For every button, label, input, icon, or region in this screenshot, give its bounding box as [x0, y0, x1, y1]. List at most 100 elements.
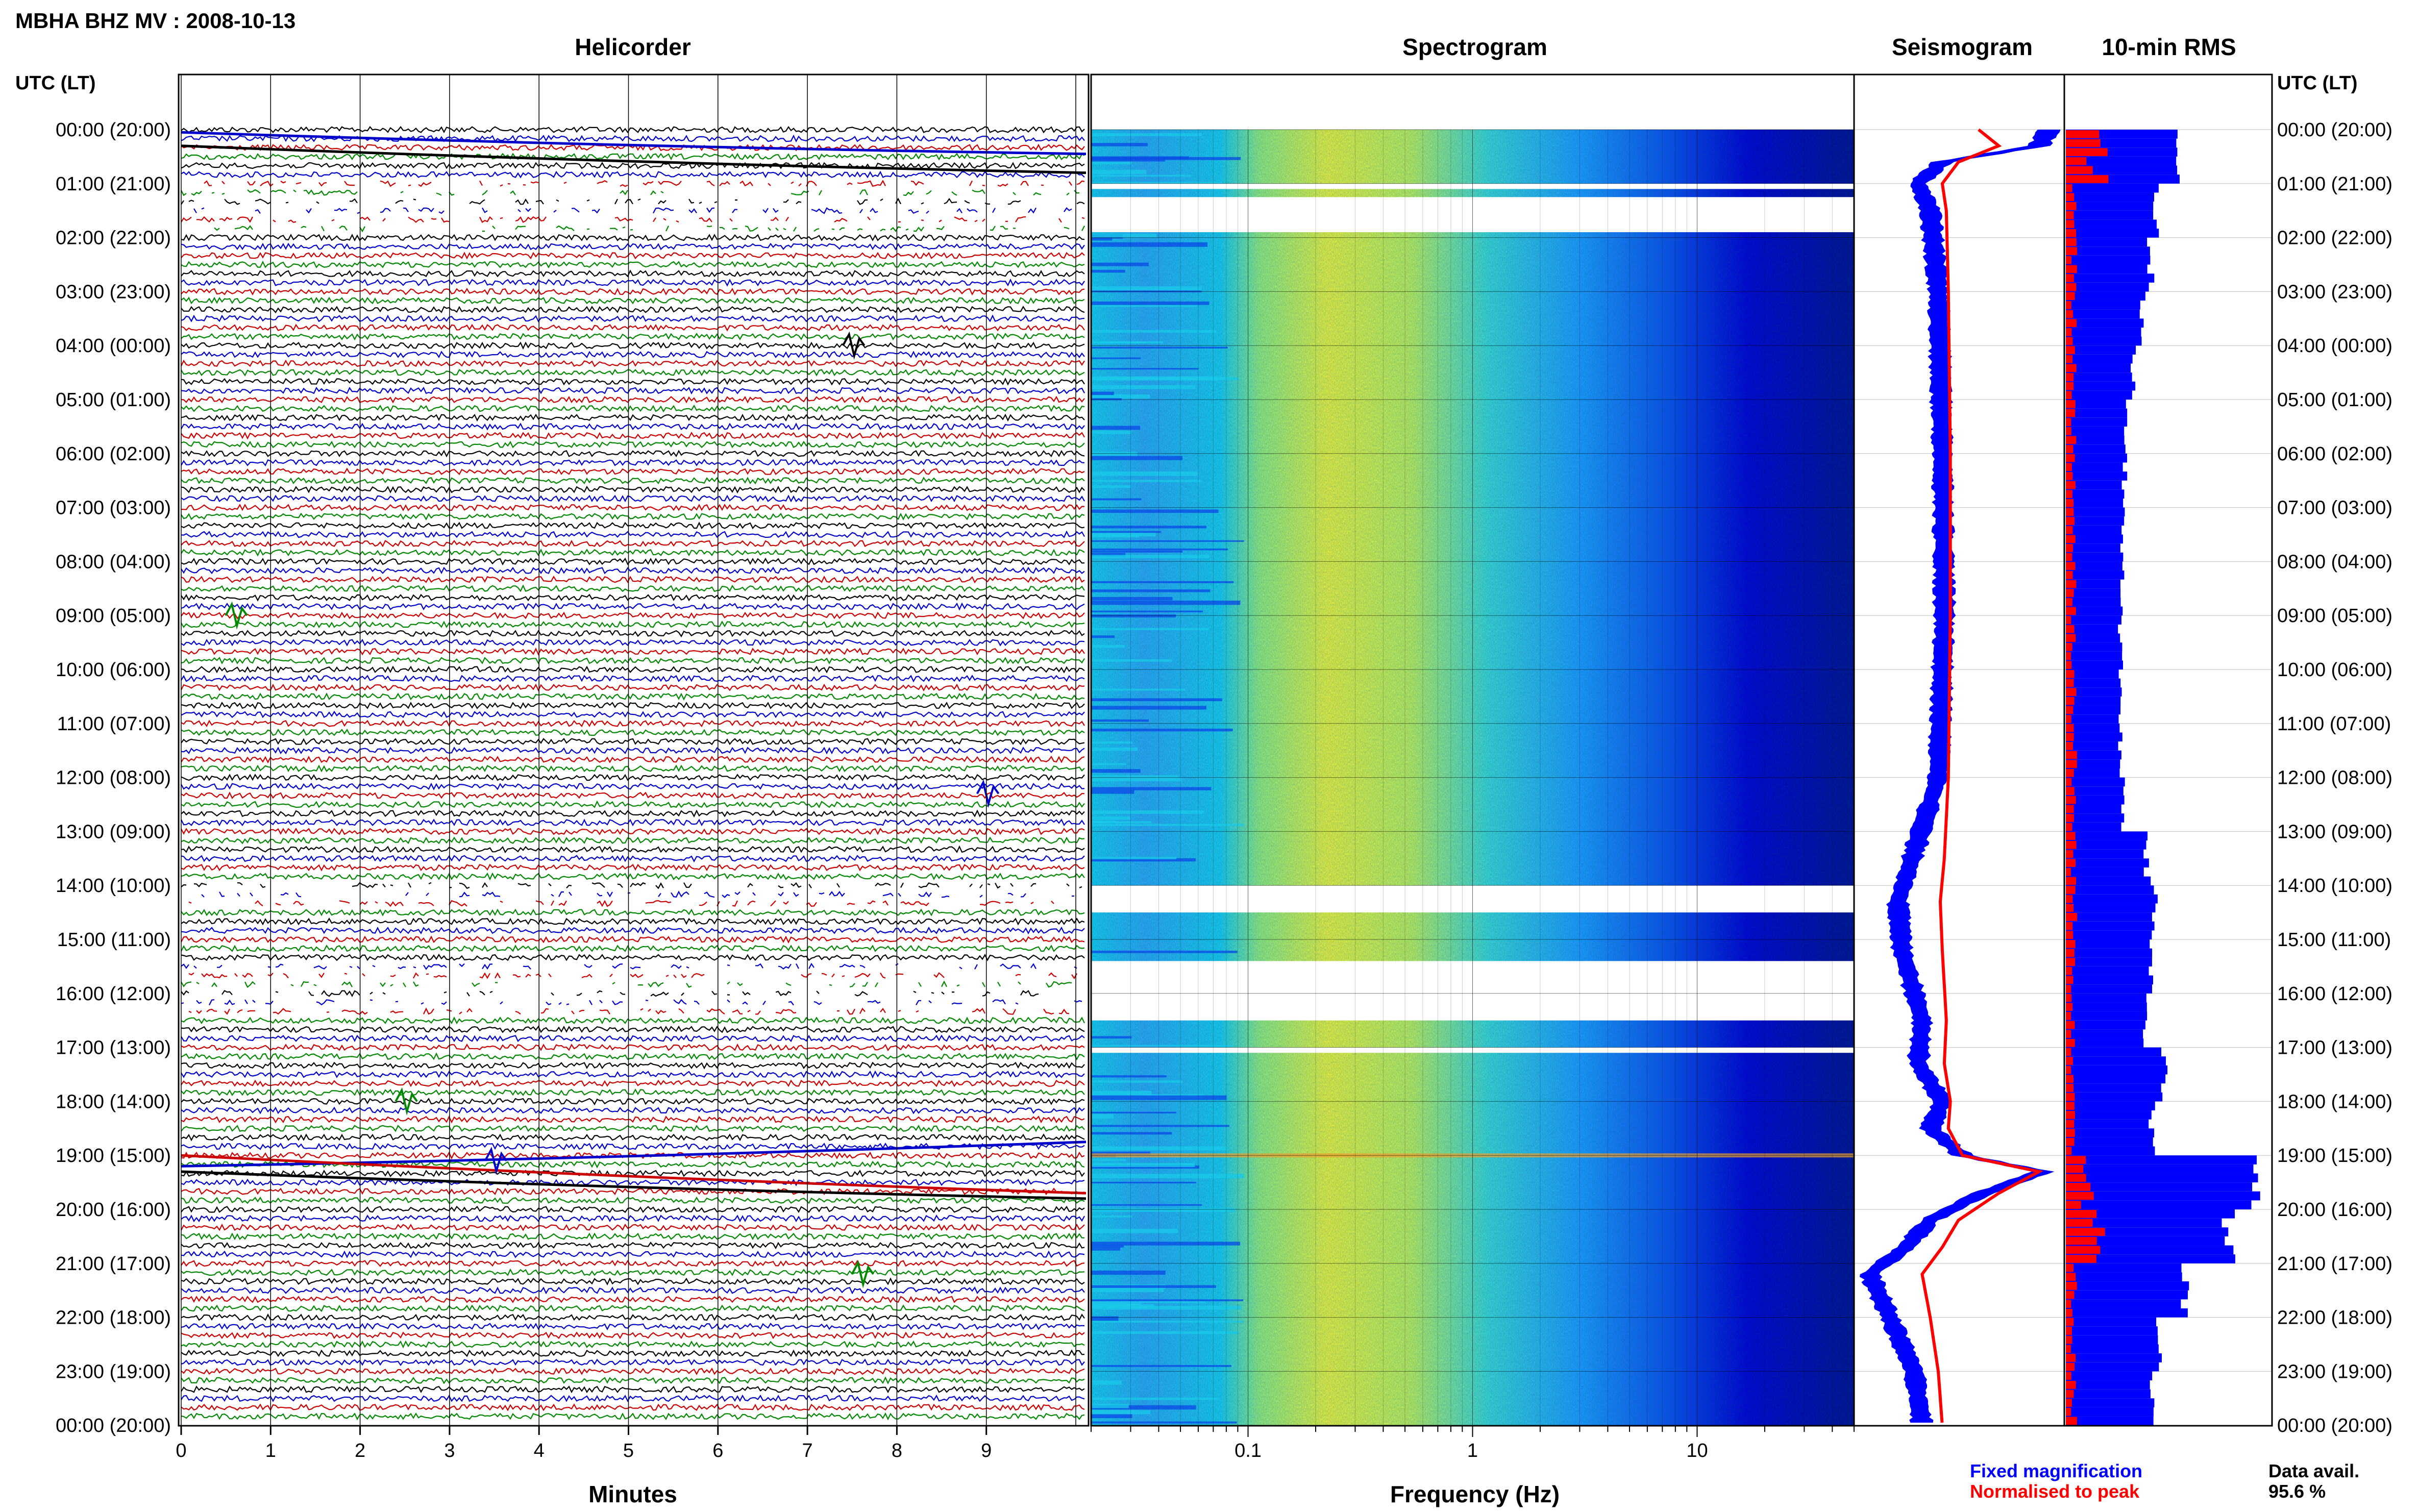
- rms-bar-normalised: [2066, 1291, 2075, 1299]
- rms-bar-normalised: [2066, 1012, 2071, 1020]
- rms-bar-fixed: [2066, 579, 2120, 589]
- frequency-label: Frequency (Hz): [1390, 1481, 1560, 1507]
- seismogram-fixed-trace: [1859, 130, 2061, 1423]
- helicorder-trace: [181, 1232, 1085, 1241]
- minute-tick-label: 7: [802, 1440, 813, 1461]
- helicorder-trace: [181, 1061, 1085, 1070]
- spectrogram-streak: [1091, 456, 1183, 460]
- spectrogram-streak: [1091, 1316, 1119, 1321]
- rms-bar-normalised: [2066, 292, 2075, 301]
- rms-bar-fixed: [2066, 768, 2120, 778]
- spectrogram-streak: [1091, 728, 1233, 732]
- hour-label-right: 20:00 (16:00): [2277, 1199, 2392, 1221]
- spectrogram-streak: [1091, 614, 1176, 617]
- rms-bar-normalised: [2066, 634, 2076, 642]
- helicorder-trace: [188, 1007, 1070, 1015]
- spectrogram-streak: [1091, 1270, 1166, 1275]
- helicorder-trace: [181, 566, 1085, 575]
- spectrogram-streak: [1091, 857, 1176, 859]
- rms-bar-fixed: [2066, 651, 2122, 661]
- rms-bar-fixed: [2066, 597, 2121, 607]
- rms-bar-normalised: [2066, 787, 2075, 795]
- hour-label-right: 09:00 (05:00): [2277, 605, 2392, 627]
- rms-bar-fixed: [2066, 624, 2118, 634]
- helicorder-trace: [181, 1098, 1085, 1106]
- rms-bar-fixed: [2066, 984, 2153, 994]
- helicorder-title: Helicorder: [575, 34, 691, 60]
- helicorder-trace: [181, 665, 1085, 674]
- rms-bar-normalised: [2066, 1308, 2072, 1317]
- rms-bar-fixed: [2066, 921, 2155, 931]
- rms-bar-normalised: [2066, 535, 2076, 543]
- rms-bar-fixed: [2066, 975, 2154, 985]
- spectrogram-streak: [1091, 1080, 1183, 1083]
- helicorder-trace: [181, 1385, 1085, 1394]
- hour-label-left: 00:00 (20:00): [56, 1415, 171, 1436]
- rms-bar-normalised: [2066, 328, 2072, 336]
- rms-bar-fixed: [2066, 588, 2121, 598]
- spectrogram-streak: [1091, 790, 1134, 794]
- helicorder-drift: [181, 1170, 1087, 1200]
- rms-bar-normalised: [2066, 778, 2072, 786]
- rms-bar-normalised: [2066, 220, 2075, 228]
- helicorder-trace: [204, 180, 1085, 187]
- rms-bar-fixed: [2066, 840, 2146, 850]
- helicorder-trace: [181, 872, 1085, 881]
- helicorder-trace: [181, 269, 1085, 278]
- rms-bar-fixed: [2066, 1290, 2188, 1300]
- rms-bar-fixed: [2066, 741, 2118, 751]
- helicorder-trace: [181, 800, 1085, 808]
- spectrogram-streak: [1091, 698, 1222, 702]
- helicorder-trace: [181, 1295, 1085, 1303]
- helicorder-trace: [181, 386, 1085, 394]
- rms-bar-normalised: [2066, 319, 2077, 327]
- spectrogram-streak: [1091, 480, 1202, 482]
- rms-bar-fixed: [2066, 237, 2148, 247]
- frequency-tick-label: 0.1: [1235, 1440, 1262, 1461]
- rms-bar-normalised: [2066, 184, 2072, 192]
- rms-bar-normalised: [2066, 274, 2074, 282]
- helicorder-trace: [181, 728, 1085, 736]
- spectrogram-streak: [1091, 858, 1196, 862]
- rms-bar-normalised: [2066, 265, 2077, 274]
- helicorder-trace: [181, 351, 1085, 359]
- hour-label-right: 04:00 (00:00): [2277, 335, 2392, 357]
- rms-bar-fixed: [2066, 1326, 2158, 1335]
- spectrogram-streak: [1091, 368, 1199, 370]
- rms-bar-normalised: [2066, 499, 2074, 507]
- rms-bar-normalised: [2066, 679, 2074, 687]
- rms-bar-fixed: [2066, 1407, 2154, 1417]
- spectrogram-streak: [1091, 1036, 1132, 1039]
- minute-tick-label: 3: [444, 1440, 455, 1461]
- spectrogram-streak: [1091, 472, 1198, 476]
- spectrogram-streak: [1091, 775, 1178, 778]
- spectrogram-streak: [1091, 1204, 1202, 1206]
- helicorder-trace: [181, 1331, 1085, 1340]
- rms-bar-fixed: [2066, 1074, 2166, 1084]
- hour-label-left: 11:00 (07:00): [57, 713, 171, 735]
- rms-bar-fixed: [2066, 1227, 2229, 1236]
- spectrogram-streak: [1091, 1181, 1196, 1184]
- data-avail-label: Data avail.: [2268, 1460, 2359, 1481]
- spectrogram-streak: [1091, 645, 1125, 648]
- spectrogram-streak: [1091, 548, 1228, 551]
- spectrogram-streak: [1091, 159, 1165, 162]
- rms-bar-fixed: [2066, 670, 2119, 679]
- helicorder-trace: [181, 522, 1085, 530]
- spectrogram-streak: [1091, 143, 1148, 146]
- rms-bar-fixed: [2066, 264, 2148, 274]
- spectrogram-streak: [1091, 600, 1241, 605]
- hour-label-right: 12:00 (08:00): [2277, 767, 2392, 789]
- rms-bar-fixed: [2066, 606, 2123, 616]
- rms-bar-fixed: [2066, 274, 2155, 283]
- rms-bar-normalised: [2066, 346, 2075, 354]
- helicorder-trace: [181, 854, 1085, 863]
- rms-bar-fixed: [2066, 1209, 2235, 1219]
- hour-label-left: 14:00 (10:00): [56, 875, 171, 897]
- helicorder-drift: [181, 1154, 1087, 1195]
- helicorder-trace: [181, 611, 1085, 619]
- helicorder-trace: [188, 972, 1077, 980]
- hour-label-left: 23:00 (19:00): [56, 1361, 171, 1382]
- spectrogram-streak: [1091, 237, 1113, 241]
- rms-bar-normalised: [2066, 1219, 2093, 1227]
